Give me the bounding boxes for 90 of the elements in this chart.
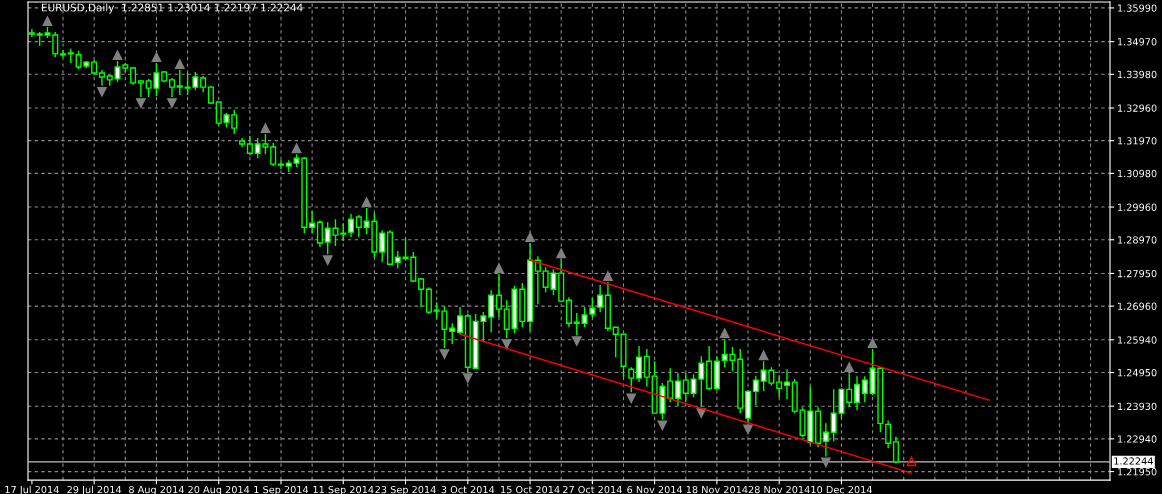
candlestick xyxy=(316,219,323,248)
candlestick xyxy=(456,306,464,335)
candlestick xyxy=(355,214,362,238)
candlestick xyxy=(246,135,253,156)
candlestick xyxy=(98,69,105,87)
candlestick xyxy=(418,277,425,308)
y-tick-label: 1.25940 xyxy=(1118,336,1157,344)
point xyxy=(525,232,535,242)
candlestick xyxy=(495,273,502,318)
y-tick-label: 1.31970 xyxy=(1118,137,1157,145)
y-tick-label: 1.27950 xyxy=(1118,269,1157,278)
point xyxy=(260,123,271,133)
candlestick xyxy=(67,48,74,64)
candlestick xyxy=(379,229,386,263)
y-tick-label: 1.23930 xyxy=(1118,402,1157,411)
candlestick xyxy=(892,435,899,465)
point xyxy=(758,350,769,361)
x-tick-label: 10 Dec 2014 xyxy=(811,485,872,494)
candlestick xyxy=(783,368,790,400)
point xyxy=(151,52,162,62)
point xyxy=(462,373,473,383)
x-tick-label: 18 Nov 2014 xyxy=(686,485,748,494)
point xyxy=(494,263,504,274)
candlestick xyxy=(846,372,853,408)
point xyxy=(626,393,637,404)
candlestick xyxy=(309,210,316,234)
point xyxy=(136,98,146,108)
point xyxy=(174,59,185,69)
y-tick-label: 1.35990 xyxy=(1118,4,1157,12)
y-tick-label: 1.34970 xyxy=(1118,38,1157,46)
point xyxy=(906,456,917,467)
candlestick xyxy=(853,375,861,411)
point xyxy=(603,271,613,281)
x-tick-label: 3 Oct 2014 xyxy=(441,485,495,494)
x-tick-label: 27 Oct 2014 xyxy=(563,485,622,494)
point xyxy=(167,98,177,108)
y-tick-label: 1.21950 xyxy=(1118,468,1157,476)
y-tick-label: 1.26960 xyxy=(1118,302,1157,310)
y-tick-label: 1.29960 xyxy=(1118,203,1157,211)
y-tick-label: 1.22940 xyxy=(1118,435,1157,443)
candlestick xyxy=(176,69,183,96)
point xyxy=(821,457,831,468)
y-tick-label: 1.33980 xyxy=(1118,70,1157,79)
point xyxy=(361,197,372,207)
candlestick xyxy=(643,348,650,388)
candlestick xyxy=(137,79,144,98)
candlestick xyxy=(488,289,495,333)
ref-line-label: 1.22244 xyxy=(1114,457,1153,465)
candlestick xyxy=(628,366,635,394)
chart-title: EURUSD,Daily 1.22851 1.23014 1.22197 1.22244 xyxy=(42,3,303,14)
point xyxy=(439,349,450,359)
candlestick xyxy=(822,422,829,458)
point xyxy=(571,336,582,346)
y-tick-label: 1.32960 xyxy=(1118,104,1157,112)
x-tick-label: 15 Oct 2014 xyxy=(501,485,560,494)
x-tick-label: 28 Nov 2014 xyxy=(748,485,810,494)
y-tick-label: 1.30980 xyxy=(1118,169,1157,178)
candlestick xyxy=(573,312,580,336)
candlestick xyxy=(682,372,689,403)
point xyxy=(657,420,668,431)
candlestick xyxy=(52,31,59,58)
candlestick xyxy=(270,142,277,167)
candlestick xyxy=(636,345,643,383)
point xyxy=(501,339,512,349)
candlestick xyxy=(885,419,892,449)
point xyxy=(867,338,878,348)
candlestick xyxy=(667,367,674,403)
candlestick xyxy=(752,375,759,406)
candlestick xyxy=(776,374,783,398)
point xyxy=(112,50,123,61)
x-tick-label: 6 Nov 2014 xyxy=(627,485,683,494)
candlestick xyxy=(348,213,355,238)
candlestick xyxy=(168,77,176,98)
point xyxy=(844,362,855,373)
y-tick-label: 1.28970 xyxy=(1118,236,1157,244)
point xyxy=(42,16,53,26)
candlestick xyxy=(597,284,604,313)
candlestick xyxy=(425,286,432,315)
point xyxy=(719,328,730,339)
point xyxy=(556,248,567,259)
candlestick xyxy=(565,296,573,328)
candlestick xyxy=(861,375,868,403)
point xyxy=(97,86,107,97)
point xyxy=(291,143,302,154)
y-tick-label: 1.24950 xyxy=(1118,368,1157,377)
candlestick xyxy=(277,159,285,170)
point xyxy=(322,255,333,266)
candlestick xyxy=(449,322,456,345)
candlestick xyxy=(674,372,682,407)
point xyxy=(743,424,753,435)
